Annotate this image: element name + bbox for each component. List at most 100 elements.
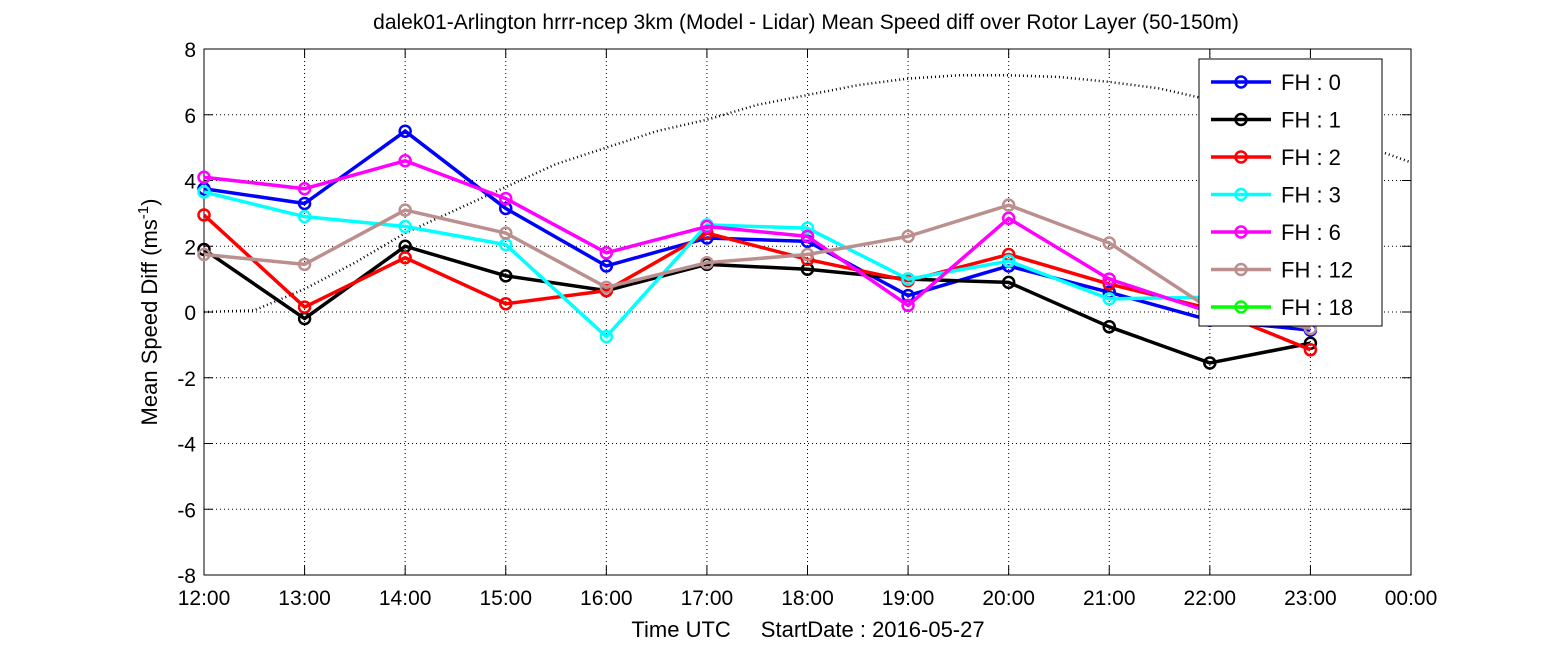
series-line [202,213,1312,352]
data-point-marker [297,300,312,314]
legend-item: FH : 2 [1211,145,1341,170]
x-axis-label-startdate: StartDate : 2016-05-27 [761,617,985,642]
x-tick-label: 19:00 [882,587,935,610]
legend-marker [1234,300,1248,314]
legend-marker [1234,187,1248,202]
y-axis-label: Mean Speed Diff (ms-1) [135,199,162,426]
data-point-marker [499,269,513,283]
data-point-marker [297,196,312,211]
x-tick-label: 18:00 [781,587,834,610]
data-point-marker [398,219,412,234]
data-point-marker [700,255,714,270]
series-line [203,244,1311,365]
data-point-marker [599,329,614,344]
x-tick-label: 17:00 [681,587,734,610]
legend-item: FH : 18 [1211,295,1353,320]
legend-item: FH : 3 [1211,183,1341,208]
legend-item: FH : 0 [1211,70,1341,95]
legend-label: FH : 0 [1281,70,1341,95]
data-point-marker [800,247,815,262]
data-point-marker [901,298,915,313]
data-point-marker [398,124,412,138]
legend-item: FH : 6 [1211,220,1341,245]
x-axis-label-time: Time UTC [631,617,731,642]
x-tick-labels: 12:00 13:00 14:00 15:00 16:00 17:00 18:00 19:00… [178,587,1438,610]
x-tick-label: 23:00 [1284,587,1337,610]
data-point-marker [901,229,915,244]
legend-label: FH : 6 [1281,220,1341,245]
data-point-marker [1203,356,1217,370]
y-tick-label: -6 [177,499,196,522]
y-axis-label-end: ) [137,199,162,206]
data-point-marker [1001,198,1016,212]
data-point-marker [297,257,312,272]
y-tick-label: 2 [184,236,196,259]
data-point-marker [499,191,513,206]
legend-label: FH : 3 [1281,183,1341,208]
data-point-marker [599,259,614,273]
data-point-marker [297,209,312,224]
data-point-marker [1001,254,1016,268]
data-point-marker [700,219,714,234]
data-point-marker [800,221,815,235]
data-point-marker [1102,272,1116,286]
data-point-marker [1102,236,1116,250]
legend-label: FH : 1 [1281,108,1341,133]
y-tick-label: 6 [184,105,196,128]
x-tick-label: 12:00 [178,587,231,610]
x-tick-label: 13:00 [278,587,331,610]
x-tick-label: 21:00 [1083,587,1136,610]
data-point-marker [197,208,211,222]
x-tick-label: 16:00 [580,587,633,610]
legend-marker [1234,75,1248,89]
data-point-marker [499,226,513,240]
data-point-marker [398,154,412,168]
chart-title: dalek01-Arlington hrrr-ncep 3km (Model -… [373,11,1239,34]
data-point-marker [398,203,412,217]
legend-item: FH : 12 [1211,258,1353,283]
legend-item: FH : 1 [1211,108,1341,133]
series-line [203,159,1211,314]
data-point-marker [499,297,513,311]
y-tick-label: -2 [177,368,196,391]
y-axis-label-sup: -1 [135,206,152,219]
data-point-marker [197,170,211,184]
y-tick-label: 4 [184,171,196,194]
x-tick-label: 00:00 [1385,587,1438,610]
data-point-marker [1102,292,1116,306]
legend-marker [1234,262,1248,277]
data-point-marker [800,229,815,244]
y-tick-labels: -8 -6 -4 -2 0 2 4 6 8 [177,39,196,588]
y-tick-label: 8 [184,39,196,62]
legend-marker [1234,150,1248,164]
data-point-marker [599,280,614,295]
x-tick-label: 15:00 [479,587,532,610]
x-tick-label: 22:00 [1184,587,1237,610]
x-tick-label: 20:00 [982,587,1035,610]
data-point-marker [1102,320,1116,334]
legend-label: FH : 18 [1281,295,1353,320]
data-point-marker [398,251,412,265]
data-point-marker [599,246,614,260]
legend-marker [1234,225,1248,239]
data-point-marker [1001,211,1016,226]
data-point-marker [197,185,211,199]
y-tick-label: -4 [177,434,196,457]
series-line [203,203,1311,331]
legend-box [1198,58,1383,327]
x-tick-label: 14:00 [379,587,432,610]
x-axis-label: Time UTC StartDate : 2016-05-27 [631,617,984,642]
legend-marker [1234,112,1248,127]
data-point-marker [197,247,211,262]
data-point-marker [297,181,312,196]
legend-label: FH : 12 [1281,258,1353,283]
data-point-marker [1303,343,1318,357]
data-point-marker [1001,275,1016,290]
y-axis-label-main: Mean Speed Diff (ms [137,219,162,425]
data-point-marker [901,272,915,286]
legend-label: FH : 2 [1281,145,1341,170]
y-tick-label: 0 [184,302,196,325]
y-tick-label: -8 [177,565,196,588]
legend: FH : 0 FH : 1 FH : 2 FH : 3 FH : 6 FH : 12 FH … [1198,58,1383,327]
